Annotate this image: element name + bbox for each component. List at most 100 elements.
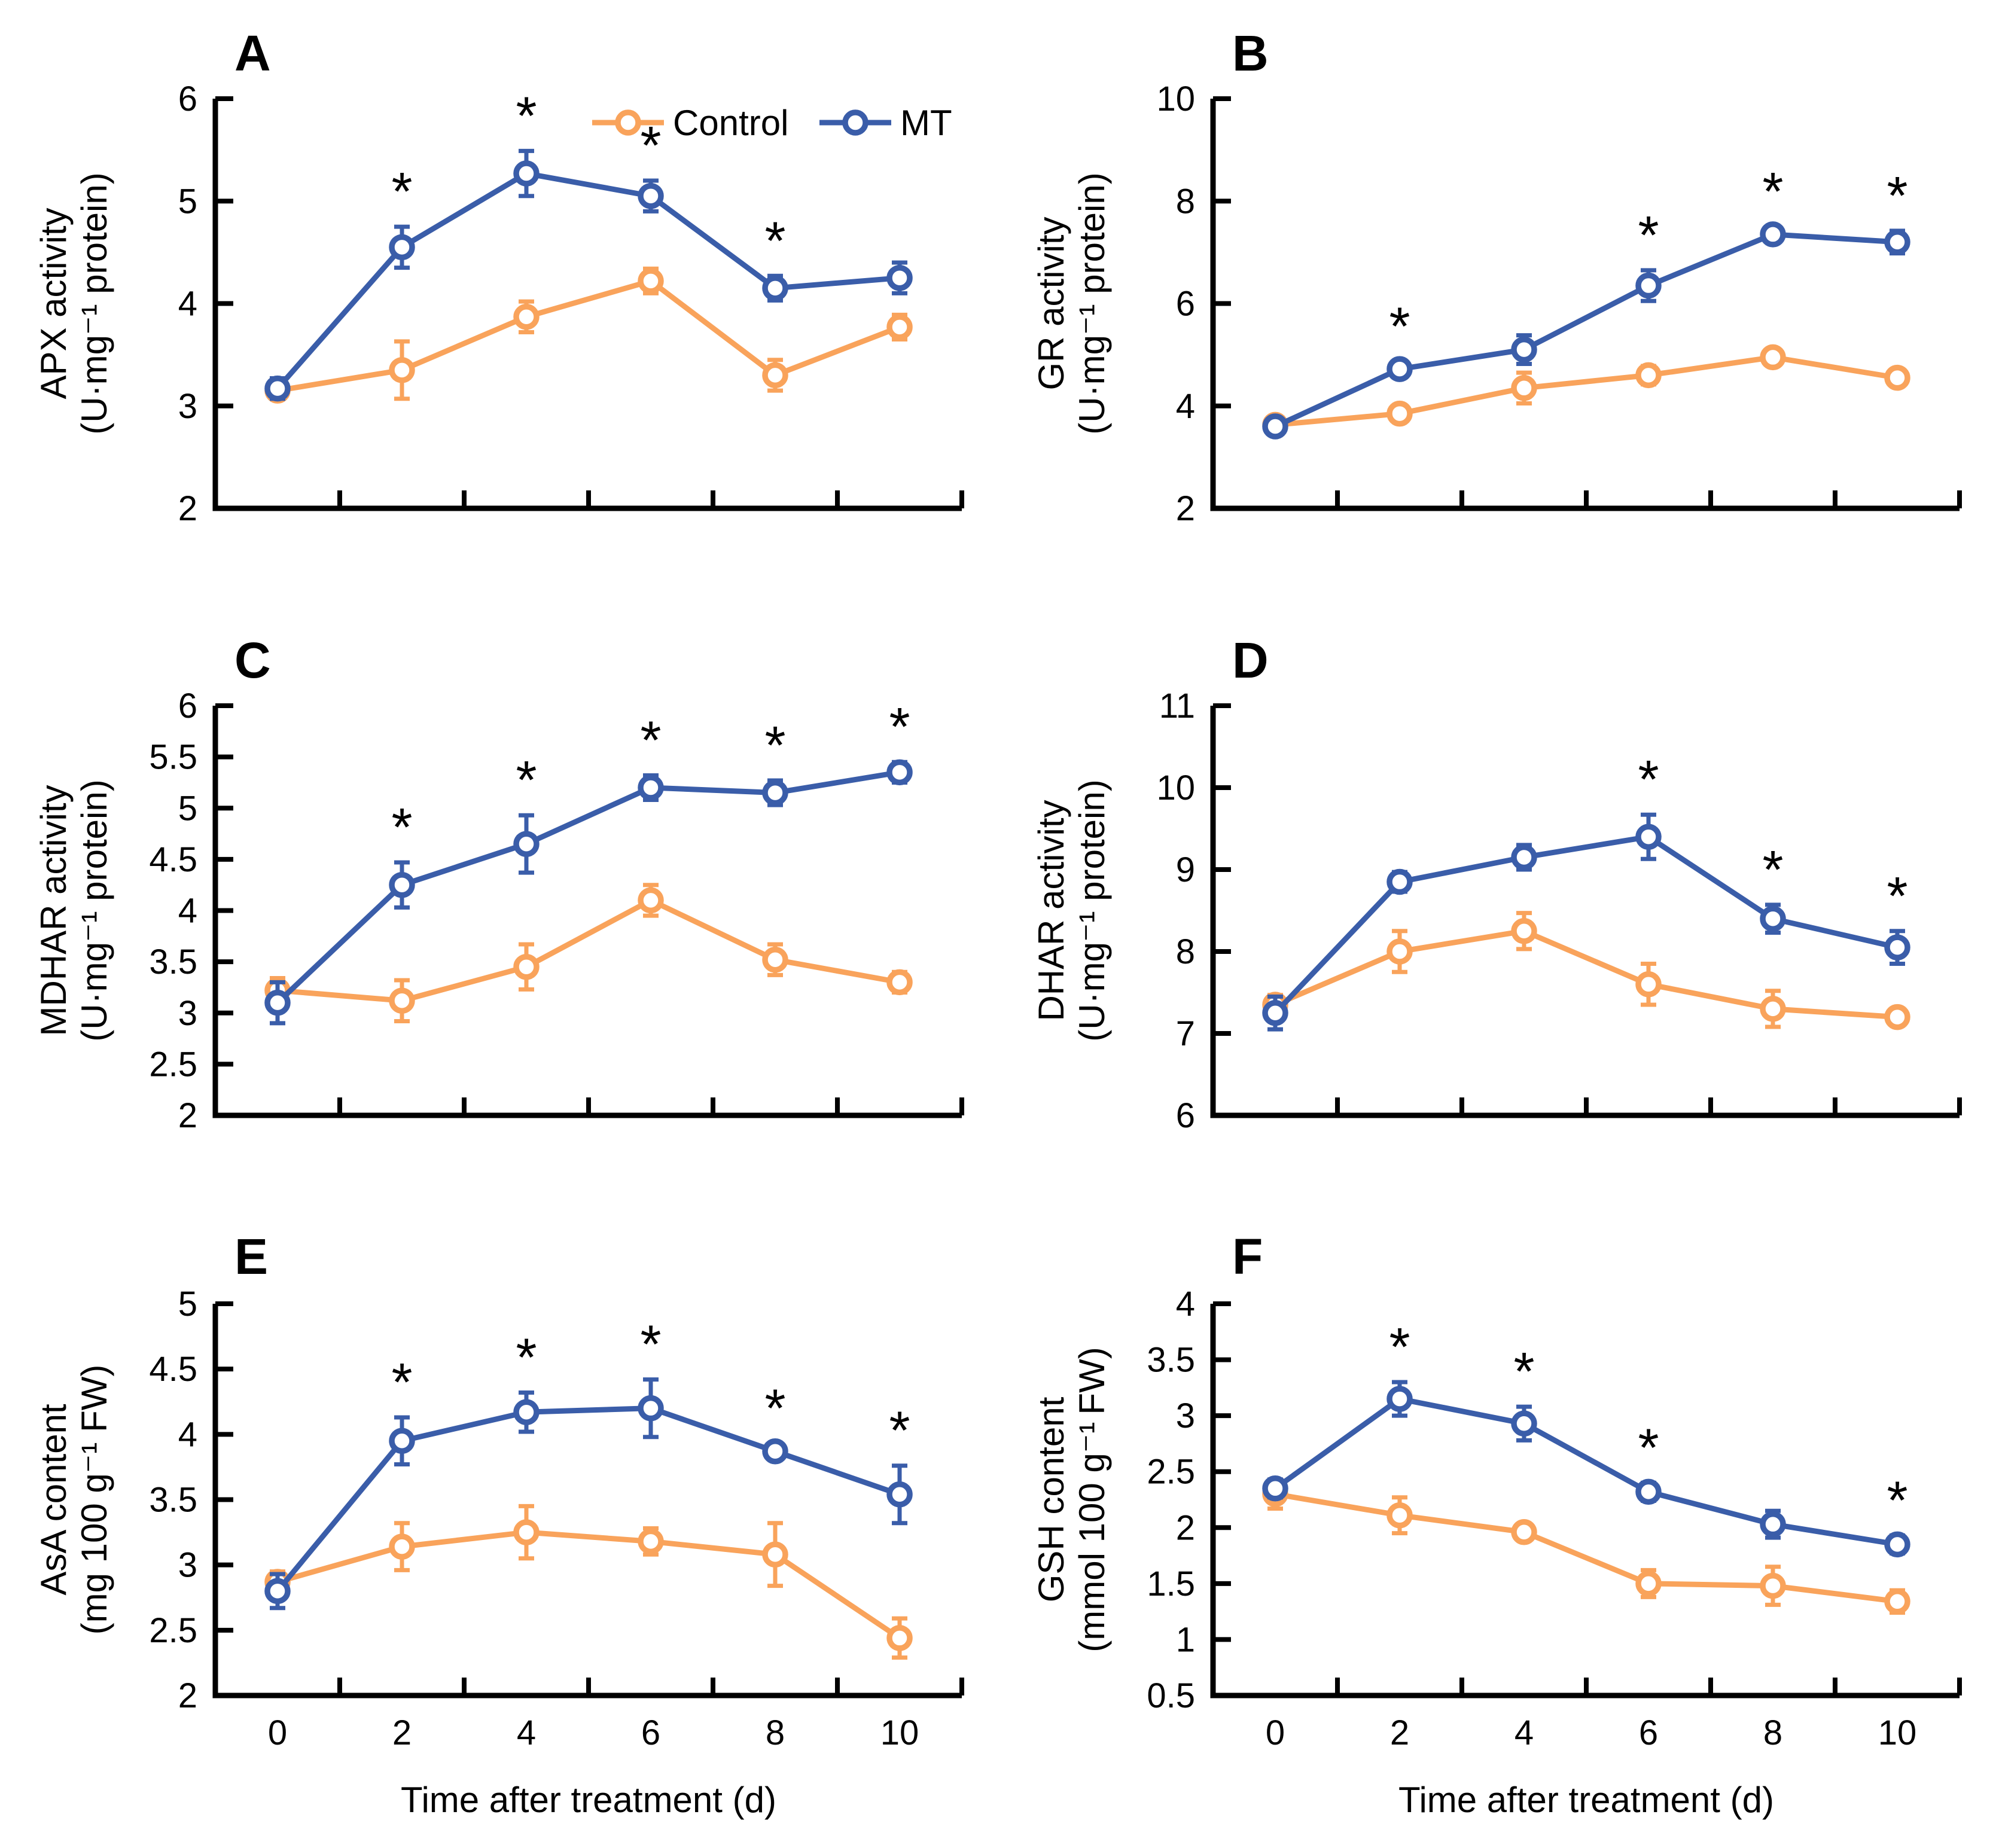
data-point-marker bbox=[1262, 1000, 1288, 1026]
panel-c: C 2 2.5 3 3.5 4 4.5 5 5.5 6 MDHAR activity (U·mg⁻¹ … bbox=[0, 607, 998, 1214]
y-tick-label: 3 bbox=[1176, 1396, 1195, 1435]
significance-star: * bbox=[1513, 1342, 1534, 1402]
x-axis-title: Time after treatment (d) bbox=[1398, 1780, 1774, 1820]
series-mt bbox=[264, 148, 913, 402]
data-line bbox=[1274, 231, 1898, 429]
data-point-marker bbox=[1511, 1519, 1537, 1545]
data-point-marker bbox=[762, 946, 788, 973]
data-line bbox=[275, 769, 900, 1005]
data-point-marker bbox=[1262, 413, 1288, 440]
data-point-marker bbox=[1511, 918, 1537, 944]
data-point-marker bbox=[762, 275, 788, 301]
data-line bbox=[1273, 1396, 1898, 1547]
x-tick-label: 10 bbox=[880, 1713, 919, 1752]
data-line bbox=[277, 897, 900, 1004]
significance-star: * bbox=[1638, 1418, 1659, 1478]
significance-star: * bbox=[391, 798, 412, 858]
y-tick-label: 5.5 bbox=[149, 738, 197, 777]
data-point-marker bbox=[1386, 1386, 1413, 1412]
series-mt bbox=[264, 759, 913, 1026]
significance-star: * bbox=[889, 697, 910, 757]
significance-star: * bbox=[1887, 1471, 1907, 1530]
data-point-marker bbox=[513, 1519, 540, 1545]
panel-letter: E bbox=[234, 1228, 268, 1285]
data-point-marker bbox=[513, 953, 540, 980]
data-point-marker bbox=[389, 1428, 415, 1454]
data-point-marker bbox=[389, 234, 415, 261]
series-mt bbox=[1262, 812, 1910, 1032]
data-point-marker bbox=[762, 1438, 788, 1465]
data-line bbox=[275, 170, 900, 391]
y-tick-label: 2 bbox=[1176, 1508, 1195, 1547]
panel-c-chart: C 2 2.5 3 3.5 4 4.5 5 5.5 6 MDHAR activity (U·mg⁻¹ … bbox=[33, 632, 964, 1135]
significance-star: * bbox=[1389, 1318, 1410, 1377]
data-point-marker bbox=[389, 357, 415, 383]
panel-letter: D bbox=[1232, 632, 1269, 688]
data-point-marker bbox=[1386, 356, 1413, 382]
y-tick-label: 10 bbox=[1156, 80, 1195, 118]
data-point-marker bbox=[513, 160, 540, 187]
data-line bbox=[1273, 834, 1899, 1015]
y-tick-label: 3.5 bbox=[149, 1481, 197, 1520]
series-control bbox=[1262, 1477, 1910, 1615]
significance-star: * bbox=[516, 86, 537, 146]
legend-label: MT bbox=[900, 103, 952, 143]
significance-star: * bbox=[516, 1328, 537, 1387]
y-axis-title-line: (U·mg⁻¹ protein) bbox=[1072, 779, 1112, 1041]
x-tick-label: 4 bbox=[1514, 1713, 1534, 1752]
significance-star: * bbox=[1638, 750, 1659, 810]
data-point-marker bbox=[389, 871, 415, 898]
x-tick-label: 10 bbox=[1878, 1713, 1917, 1752]
data-point-marker bbox=[1386, 868, 1413, 895]
y-tick-label: 2.5 bbox=[149, 1045, 197, 1084]
significance-star: * bbox=[640, 116, 661, 176]
y-tick-label: 2 bbox=[1176, 489, 1195, 528]
y-axis-title-line: GSH content bbox=[1031, 1396, 1071, 1602]
panel-b: B 2 4 6 8 10 GR activity (U·mg⁻¹ protein) * * * * bbox=[998, 0, 1995, 607]
y-tick-label: 2 bbox=[178, 489, 197, 528]
data-point-marker bbox=[1386, 400, 1413, 427]
y-tick-label: 7 bbox=[1176, 1014, 1195, 1053]
data-point-marker bbox=[389, 1533, 415, 1560]
data-point-marker bbox=[886, 969, 913, 996]
y-tick-label: 4.5 bbox=[149, 1350, 197, 1389]
data-point-marker bbox=[638, 774, 664, 801]
y-tick-label: 4 bbox=[1176, 1285, 1195, 1324]
y-tick-label: 10 bbox=[1156, 769, 1195, 807]
data-point-marker bbox=[1635, 1478, 1662, 1505]
x-tick-label: 2 bbox=[1390, 1713, 1409, 1752]
series-control bbox=[264, 1504, 913, 1660]
data-point-marker bbox=[1884, 1588, 1910, 1615]
significance-star: * bbox=[1887, 166, 1907, 226]
data-point-marker bbox=[264, 989, 291, 1016]
data-line bbox=[275, 1405, 901, 1593]
data-point-marker bbox=[1635, 272, 1662, 299]
axis-frame bbox=[212, 1304, 962, 1698]
x-axis-title: Time after treatment (d) bbox=[401, 1780, 776, 1820]
data-point-marker bbox=[886, 1481, 913, 1508]
panel-d: D 6 7 8 9 10 11 DHAR activity (U·mg⁻¹ protein) * *… bbox=[998, 607, 1995, 1214]
legend-marker bbox=[615, 109, 641, 136]
y-tick-label: 8 bbox=[1176, 182, 1195, 221]
y-tick-label: 1 bbox=[1176, 1620, 1195, 1659]
y-tick-label: 6 bbox=[178, 80, 197, 118]
y-tick-label: 4 bbox=[178, 285, 197, 324]
x-tick-label: 0 bbox=[268, 1713, 287, 1752]
series-mt bbox=[1262, 1380, 1910, 1558]
significance-star: * bbox=[889, 1401, 910, 1461]
y-tick-label: 4 bbox=[1176, 387, 1195, 426]
series-control bbox=[264, 883, 913, 1023]
x-tick-label: 6 bbox=[641, 1713, 660, 1752]
y-tick-label: 6 bbox=[178, 687, 197, 725]
significance-star: * bbox=[391, 162, 412, 222]
y-tick-label: 5 bbox=[178, 1285, 197, 1324]
axis-frame bbox=[212, 706, 962, 1118]
axis-frame bbox=[1210, 706, 1960, 1118]
x-tick-label: 6 bbox=[1639, 1713, 1658, 1752]
data-point-marker bbox=[1635, 971, 1662, 998]
y-tick-label: 8 bbox=[1176, 932, 1195, 971]
data-point-marker bbox=[1884, 229, 1910, 255]
x-tick-label: 8 bbox=[766, 1713, 785, 1752]
data-point-marker bbox=[886, 1625, 913, 1651]
